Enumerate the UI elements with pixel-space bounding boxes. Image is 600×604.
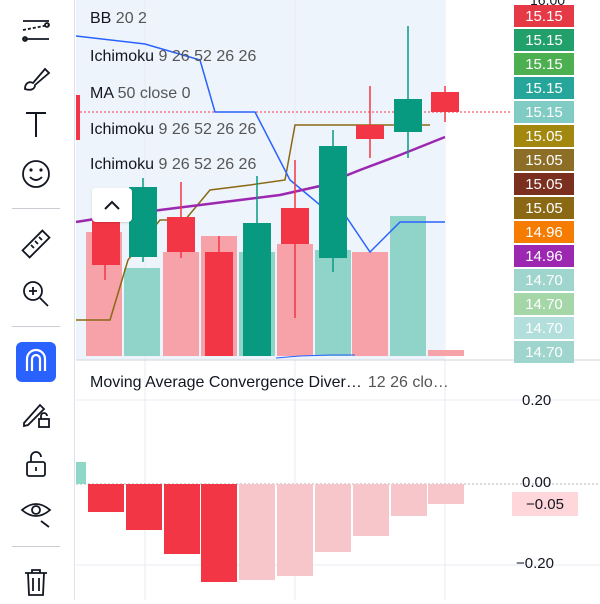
ichimoku-span <box>275 354 355 359</box>
candle-bullish <box>394 99 422 132</box>
candle-bullish <box>243 223 271 356</box>
indicator-legend-ichimoku[interactable]: Ichimoku 9 26 52 26 26 <box>90 48 256 66</box>
magnet-tool-icon[interactable] <box>16 342 56 382</box>
price-axis-label: 15.05 <box>514 197 574 219</box>
toolbar-divider <box>12 208 60 209</box>
trash-tool-icon[interactable] <box>14 560 58 604</box>
lock-drawing-tool-icon[interactable] <box>14 392 58 436</box>
candle-bearish <box>281 208 309 244</box>
indicator-params: 20 2 <box>115 10 147 27</box>
indicator-name: Ichimoku <box>90 156 155 173</box>
volume-bar <box>124 268 160 356</box>
brush-tool-icon[interactable] <box>14 56 58 100</box>
macd-bar <box>126 484 162 530</box>
price-axis-label: 14.70 <box>514 293 574 315</box>
toolbar-divider <box>12 546 60 547</box>
indicator-name: Ichimoku <box>90 121 155 138</box>
zoom-in-tool-icon[interactable] <box>14 272 58 316</box>
toolbar-divider <box>12 326 60 327</box>
indicator-name: BB <box>90 10 112 27</box>
price-axis-label: 15.15 <box>514 29 574 51</box>
volume-bar <box>352 252 388 356</box>
visibility-tool-icon[interactable] <box>14 490 58 534</box>
price-axis-label: 14.96 <box>514 221 574 243</box>
indicator-params: 9 26 52 26 26 <box>158 156 257 173</box>
macd-bar <box>391 484 427 516</box>
indicator-name: Ichimoku <box>90 48 155 65</box>
indicator-params: 50 close 0 <box>117 85 191 102</box>
indicator-name: MA <box>90 85 114 102</box>
candle-bearish <box>431 92 459 112</box>
indicator-params: 9 26 52 26 26 <box>158 48 257 65</box>
candle-bearish <box>92 220 120 265</box>
volume-bar <box>390 216 426 356</box>
price-axis-label: 14.70 <box>514 269 574 291</box>
price-axis-label: 15.05 <box>514 125 574 147</box>
price-axis-label: 15.15 <box>514 5 574 27</box>
series-marker <box>76 95 80 140</box>
collapse-legend-button[interactable] <box>92 188 132 222</box>
price-axis-label: 14.70 <box>514 341 574 363</box>
macd-axis-label: 0.20 <box>522 392 552 409</box>
macd-axis-label: −0.20 <box>516 555 554 572</box>
price-axis-label: 14.96 <box>514 245 574 267</box>
indicator-legend-ichimoku[interactable]: Ichimoku 9 26 52 26 26 <box>90 156 256 174</box>
emoji-tool-icon[interactable] <box>14 152 58 196</box>
candlesticks[interactable] <box>92 26 459 356</box>
macd-bar <box>239 484 275 580</box>
macd-bar <box>315 484 351 552</box>
macd-legend[interactable]: Moving Average Convergence Diver… 12 26 c… <box>90 374 449 392</box>
lock-tool-icon[interactable] <box>14 442 58 486</box>
candle-bullish <box>129 187 157 257</box>
volume-bar <box>428 350 464 356</box>
trend-line-tool-icon[interactable] <box>14 8 58 52</box>
chevron-up-icon <box>104 200 120 210</box>
candle-bearish <box>205 252 233 356</box>
macd-bar <box>76 462 86 484</box>
ruler-tool-icon[interactable] <box>14 222 58 266</box>
macd-bar <box>428 484 464 504</box>
macd-bar <box>201 484 237 582</box>
candle-bullish <box>319 146 347 258</box>
macd-bar <box>353 484 389 536</box>
ichimoku-base-line <box>76 124 430 321</box>
price-axis-label: 15.05 <box>514 149 574 171</box>
drawing-toolbar <box>0 0 75 600</box>
price-axis-label: 15.15 <box>514 101 574 123</box>
macd-name: Moving Average Convergence Diver… <box>90 374 362 391</box>
macd-bar <box>277 484 313 576</box>
text-tool-icon[interactable] <box>14 102 58 146</box>
candle-bearish <box>167 217 195 252</box>
candle-bearish <box>356 125 384 139</box>
price-axis-top-label: 16.00 <box>530 0 566 8</box>
indicator-legend-ichimoku[interactable]: Ichimoku 9 26 52 26 26 <box>90 121 256 139</box>
price-axis-label: 15.15 <box>514 77 574 99</box>
volume-bar <box>163 252 199 356</box>
price-axis-label: 15.15 <box>514 53 574 75</box>
macd-current-value: −0.05 <box>512 492 578 516</box>
indicator-legend-ma[interactable]: MA 50 close 0 <box>90 85 191 103</box>
macd-bar <box>164 484 200 554</box>
price-axis-label: 14.70 <box>514 317 574 339</box>
macd-bar <box>88 484 124 512</box>
ichimoku-conversion-line <box>75 35 445 254</box>
indicator-legend-bb[interactable]: BB 20 2 <box>90 10 147 28</box>
price-axis-label: 15.05 <box>514 173 574 195</box>
macd-histogram <box>76 462 464 582</box>
macd-params: 12 26 clo… <box>367 374 449 391</box>
macd-axis-label: 0.00 <box>522 474 552 491</box>
indicator-params: 9 26 52 26 26 <box>158 121 257 138</box>
